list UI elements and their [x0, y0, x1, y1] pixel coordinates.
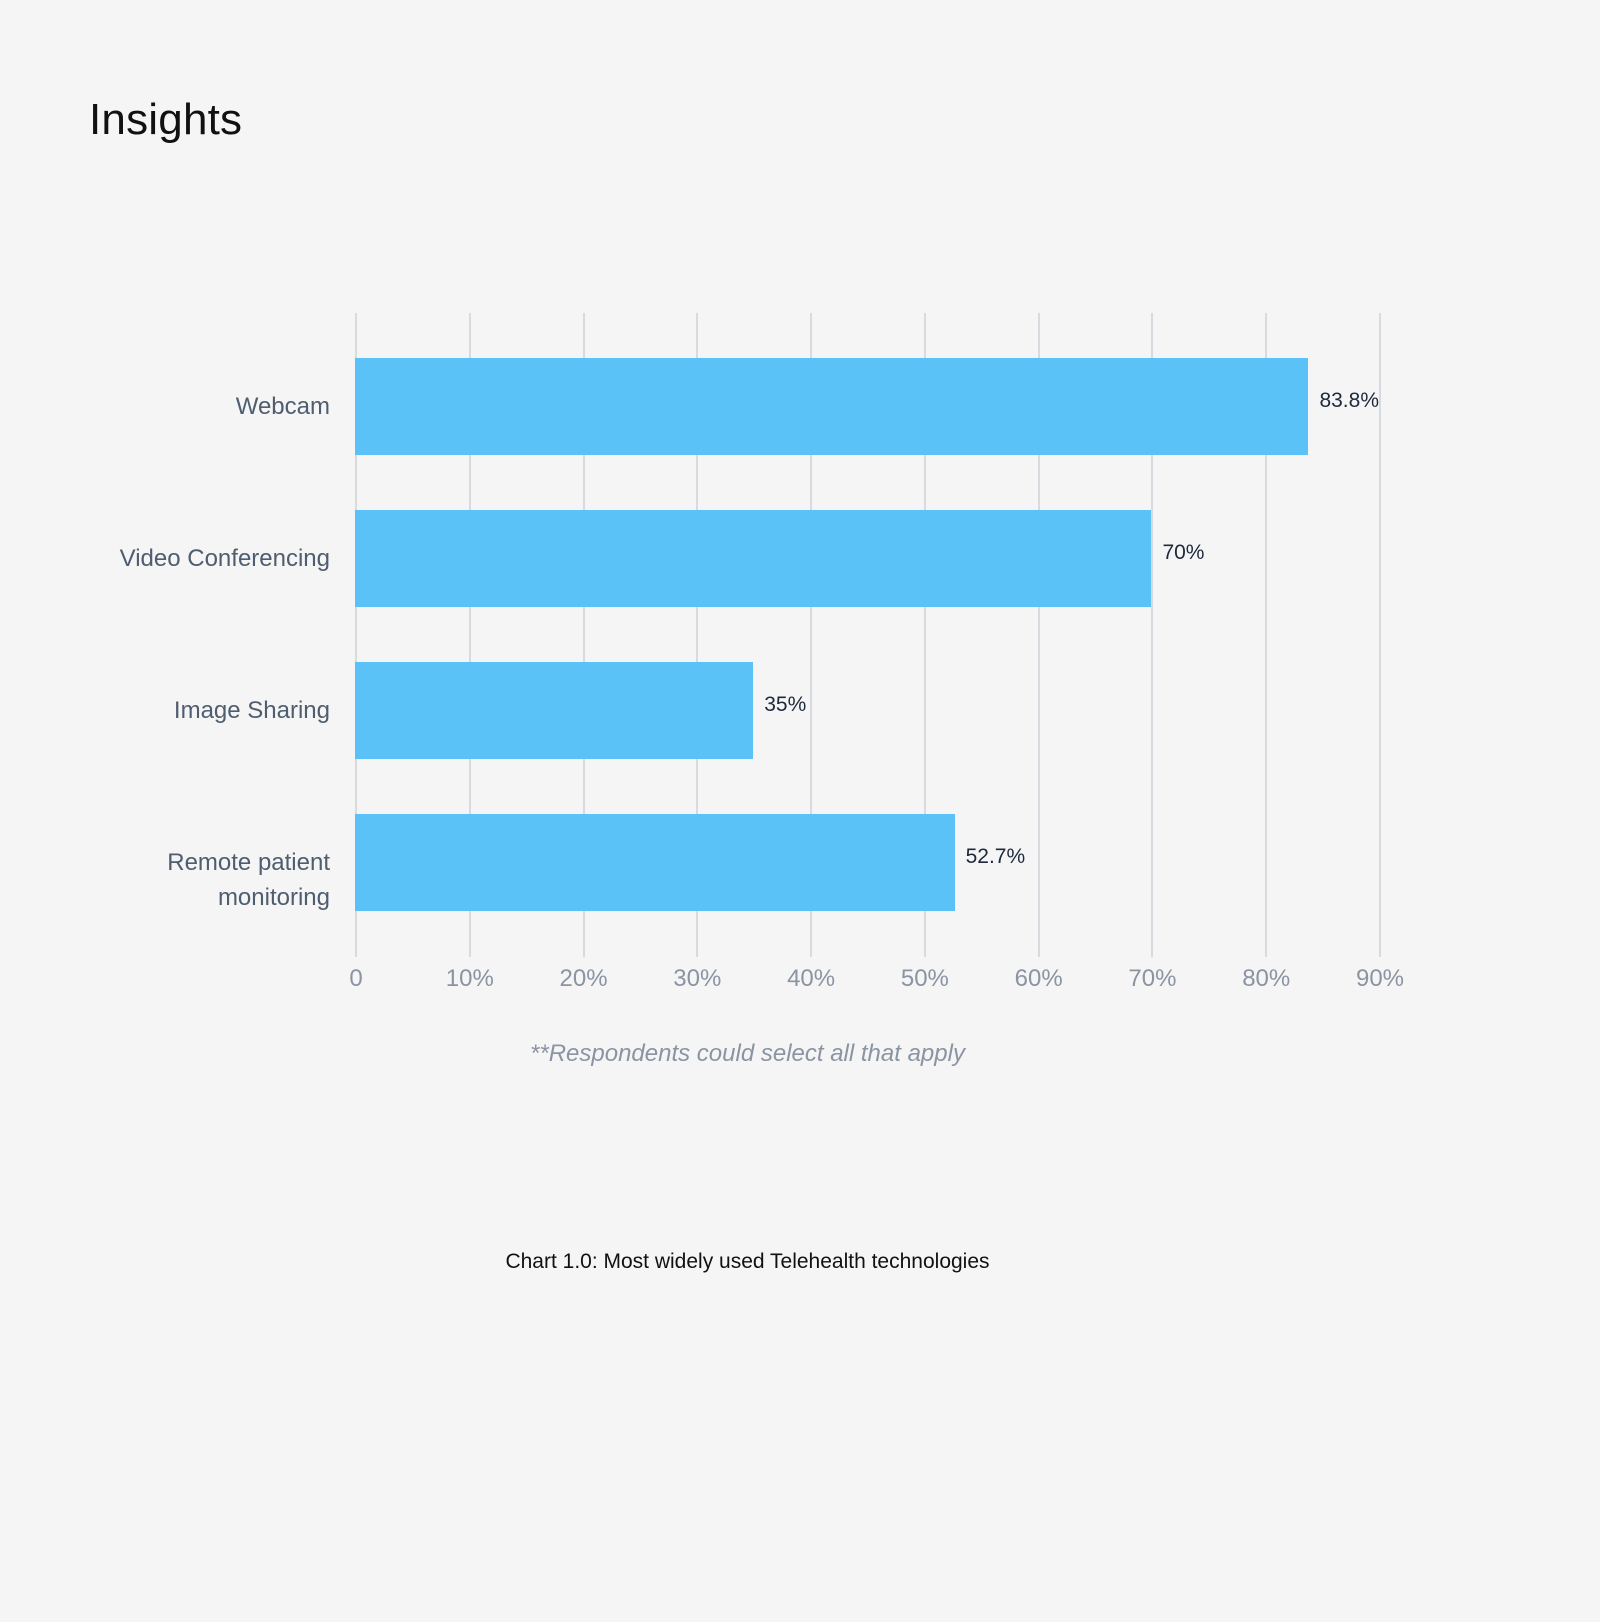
x-tick-label: 50% [900, 965, 949, 992]
x-tick-label: 0 [349, 965, 363, 992]
x-tick-label: 80% [1242, 965, 1291, 992]
gridline [810, 313, 813, 957]
x-tick-label: 20% [559, 965, 608, 992]
x-tick-label: 90% [1355, 965, 1405, 992]
gridline [923, 313, 926, 957]
bar [355, 814, 955, 911]
x-tick-label: 60% [1014, 965, 1063, 992]
category-label: Video Conferencing [119, 545, 330, 572]
gridline [468, 313, 471, 957]
gridline [355, 313, 357, 957]
chart-footnote: **Respondents could select all that appl… [530, 1040, 965, 1067]
value-label: 35% [764, 692, 807, 716]
bar [355, 358, 1309, 455]
chart-caption: Chart 1.0: Most widely used Telehealth t… [505, 1250, 990, 1273]
value-label: 83.8% [1319, 388, 1379, 412]
gridline [1037, 313, 1040, 957]
value-label: 70% [1162, 540, 1205, 564]
x-tick-label: 40% [787, 965, 836, 992]
x-tick-label: 70% [1128, 965, 1177, 992]
bar [355, 510, 1152, 607]
x-tick-label: 30% [673, 965, 722, 992]
gridline [1151, 313, 1154, 957]
page-title: Insights [89, 95, 243, 144]
bar-chart: Webcam 83.8% Video Conferencing 70% Image Sh… [119, 313, 1405, 1067]
gridline [696, 313, 699, 957]
x-tick-label: 10% [445, 965, 494, 992]
category-label: Image Sharing [173, 697, 330, 724]
category-label: Webcam [235, 393, 330, 420]
gridline [1379, 313, 1381, 957]
value-label: 52.7% [965, 844, 1026, 868]
category-label: Remote patient monitoring [167, 848, 330, 911]
gridline [582, 313, 585, 957]
bar [355, 662, 754, 759]
gridline [1265, 313, 1268, 957]
